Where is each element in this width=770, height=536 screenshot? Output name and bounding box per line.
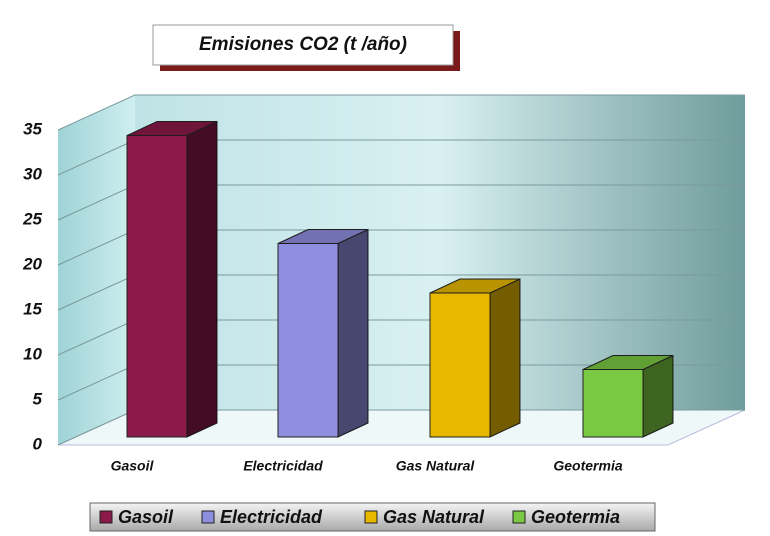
legend-label: Gasoil (118, 507, 174, 527)
x-tick-label: Geotermia (553, 458, 622, 474)
bar-top (126, 121, 218, 136)
bar-front (582, 369, 644, 438)
legend-swatch (201, 510, 215, 524)
y-tick-label: 20 (22, 254, 42, 273)
bar-top-shade (583, 355, 673, 370)
bar-side-shade (643, 355, 673, 437)
grid-line (57, 229, 136, 266)
legend-label: Gas Natural (383, 507, 485, 527)
x-tick-label: Gasoil (111, 458, 155, 474)
legend-label: Geotermia (531, 507, 620, 527)
legend-swatch (99, 510, 113, 524)
y-tick-label: 15 (23, 299, 42, 318)
bar-top (429, 278, 521, 294)
title-box (152, 24, 454, 66)
y-tick-label: 30 (23, 164, 42, 183)
y-tick-label: 35 (23, 119, 42, 138)
bar-front (429, 292, 491, 438)
y-tick-label: 5 (33, 389, 43, 408)
bar-top (277, 229, 369, 244)
bar-top-shade (430, 279, 520, 293)
grid-line (57, 319, 136, 356)
legend-swatch (512, 510, 526, 524)
x-tick-label: Electricidad (243, 458, 323, 474)
grid-line (57, 274, 136, 311)
bar-side-shade (338, 229, 368, 437)
bar-side-shade (490, 279, 520, 437)
bar-top-shade (278, 229, 368, 244)
bar-top-shade (127, 121, 217, 136)
chart-title: Emisiones CO2 (t /año) (199, 34, 407, 55)
y-tick-label: 10 (23, 344, 42, 363)
legend-label: Electricidad (220, 507, 323, 527)
grid-line (57, 139, 136, 176)
side-wall (58, 95, 135, 445)
y-tick-label: 25 (22, 209, 42, 228)
legend-swatch (364, 510, 378, 524)
x-tick-label: Gas Natural (396, 458, 476, 474)
bar-front (277, 243, 339, 438)
grid-line (57, 409, 136, 446)
grid-line (57, 184, 136, 221)
grid-line (57, 94, 136, 131)
bar-top (582, 355, 674, 370)
y-tick-label: 0 (33, 434, 43, 453)
grid-line (57, 364, 136, 401)
bar-side-shade (187, 121, 217, 437)
bar-front (126, 135, 188, 438)
